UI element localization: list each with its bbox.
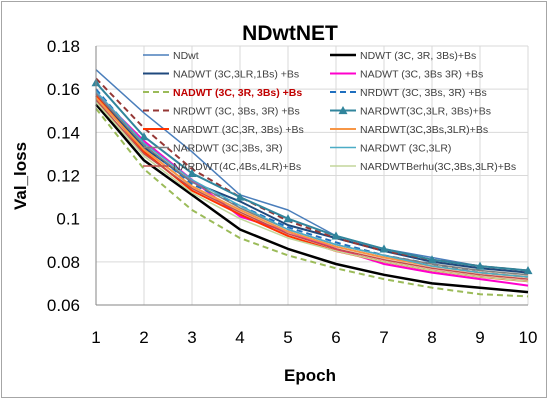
legend-label: NARDWT(3C,3Bs,3LR)+Bs (360, 124, 488, 136)
data-point-marker (379, 244, 389, 253)
legend-entry: NARDWT (3C,3LR) (330, 143, 451, 155)
y-tick-label: 0.1 (56, 210, 80, 229)
x-tick-label: 9 (475, 328, 484, 347)
series-line (95, 69, 529, 272)
series-polyline (95, 92, 529, 287)
series-polyline (95, 88, 529, 278)
data-point-marker (338, 106, 348, 115)
x-tick-label: 10 (519, 328, 538, 347)
legend-label: NARDWTBerhu(3C,3Bs,3LR)+Bs (360, 161, 516, 173)
legend-entry: NADWT (3C, 3R, 3Bs) +Bs (143, 87, 302, 99)
legend-label: NARDWT(4C,4Bs,4LR)+Bs (173, 161, 301, 173)
legend-entry: NADWT (3C, 3Bs 3R) +Bs (330, 69, 483, 81)
legend: NDwt NDWT (3C, 3R, 3Bs)+Bs NADWT (3C,3LR,1… (143, 50, 516, 173)
chart-title: NDwtNET (242, 22, 338, 45)
series-polyline (95, 103, 529, 294)
legend-label: NARDWT (3C,3R, 3Bs) +Bs (173, 124, 304, 136)
x-tick-label: 5 (283, 328, 292, 347)
legend-label: NDwt (173, 50, 199, 62)
series-polyline (95, 82, 529, 272)
x-tick-label: 1 (91, 328, 100, 347)
data-point-marker (187, 168, 197, 177)
series-lines (91, 69, 533, 298)
tick-labels: 0.06 0.08 0.1 0.12 0.14 0.16 0.18 1 2 3 4 5 6 7 8 9 10 (47, 37, 538, 347)
y-tick-label: 0.06 (47, 296, 80, 315)
x-tick-label: 3 (187, 328, 196, 347)
series-line (95, 92, 529, 287)
legend-label: NRDWT (3C, 3Bs, 3R) +Bs (173, 106, 300, 118)
legend-entry: NARDWTBerhu(3C,3Bs,3LR)+Bs (330, 161, 516, 173)
series-polyline (95, 90, 529, 278)
x-tick-label: 8 (427, 328, 436, 347)
y-tick-label: 0.14 (47, 123, 80, 142)
legend-entry: NARDWT(3C,3Bs,3LR)+Bs (330, 124, 488, 136)
legend-entry: NDwt (143, 50, 199, 62)
series-polyline (95, 69, 529, 272)
legend-entry: NARDWT (3C,3R, 3Bs) +Bs (143, 124, 304, 136)
series-polyline (95, 94, 529, 274)
series-line (95, 99, 529, 280)
series-line (95, 92, 529, 276)
series-line (95, 90, 529, 278)
legend-entry: NADWT (3C,3LR,1Bs) +Bs (143, 69, 299, 81)
legend-label: NADWT (3C, 3Bs 3R) +Bs (360, 69, 483, 81)
legend-entry: NARDWT (3C,3Bs, 3R) (143, 143, 283, 155)
y-tick-label: 0.08 (47, 253, 80, 272)
legend-label: NDWT (3C, 3R, 3Bs)+Bs (360, 50, 476, 62)
series-line (95, 94, 529, 274)
data-point-marker (283, 214, 293, 223)
legend-entry: NRDWT (3C, 3Bs, 3R) +Bs (330, 87, 487, 99)
axes (95, 46, 528, 306)
legend-entry: NRDWT (3C, 3Bs, 3R) +Bs (143, 106, 300, 118)
legend-entry: NDWT (3C, 3R, 3Bs)+Bs (330, 50, 476, 62)
series-line (91, 78, 533, 275)
series-line (95, 107, 529, 298)
legend-label: NADWT (3C,3LR,1Bs) +Bs (173, 69, 299, 81)
x-tick-label: 4 (235, 328, 244, 347)
y-tick-label: 0.16 (47, 80, 80, 99)
legend-label: NARDWT (3C,3LR) (360, 143, 451, 155)
data-point-marker (331, 231, 341, 240)
y-tick-label: 0.12 (47, 167, 80, 186)
data-point-marker (139, 132, 149, 141)
legend-label: NADWT (3C, 3R, 3Bs) +Bs (173, 87, 302, 99)
series-polyline (95, 107, 529, 298)
y-axis-label: Val_loss (11, 142, 30, 210)
x-tick-label: 7 (379, 328, 388, 347)
series-polyline (95, 101, 529, 283)
x-axis-label: Epoch (284, 366, 336, 385)
data-point-marker (427, 255, 437, 264)
x-tick-label: 2 (139, 328, 148, 347)
y-tick-label: 0.18 (47, 37, 80, 56)
series-line (95, 101, 529, 283)
legend-entry: NARDWT(3C,3LR, 3Bs)+Bs (330, 106, 491, 118)
x-tick-label: 6 (331, 328, 340, 347)
series-polyline (95, 92, 529, 276)
legend-label: NARDWT(3C,3LR, 3Bs)+Bs (360, 106, 491, 118)
legend-label: NRDWT (3C, 3Bs, 3R) +Bs (360, 87, 487, 99)
legend-entry: NARDWT(4C,4Bs,4LR)+Bs (143, 161, 301, 173)
series-line (95, 103, 529, 294)
series-line (95, 88, 529, 278)
series-polyline (95, 99, 529, 280)
data-point-marker (235, 192, 245, 201)
data-point-marker (475, 261, 485, 270)
legend-label: NARDWT (3C,3Bs, 3R) (173, 143, 283, 155)
data-point-marker (523, 265, 533, 275)
